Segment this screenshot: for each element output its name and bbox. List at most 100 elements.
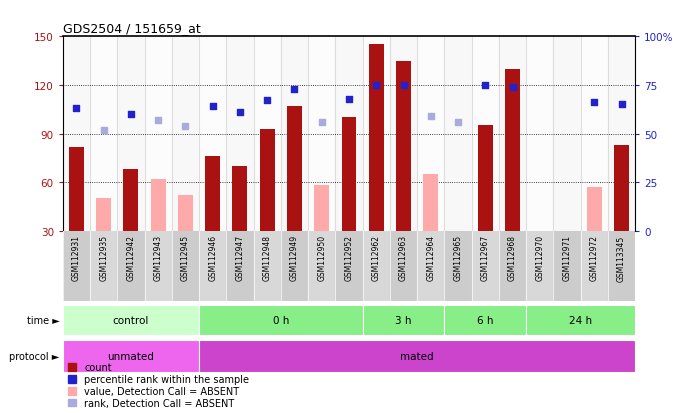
Bar [608,37,635,231]
Bar [396,62,411,231]
Point [588,100,600,107]
Text: GSM112968: GSM112968 [508,235,517,281]
Text: 3 h: 3 h [395,315,412,325]
Text: GSM112949: GSM112949 [290,235,299,281]
Point [452,119,463,126]
Text: GSM112945: GSM112945 [181,235,190,281]
Bar [172,231,199,301]
Bar [614,145,629,231]
FancyBboxPatch shape [199,340,635,372]
Point [180,123,191,130]
Bar [363,231,390,301]
FancyBboxPatch shape [363,305,445,335]
Text: GSM112942: GSM112942 [126,235,135,281]
Bar [341,118,357,231]
Text: GSM112971: GSM112971 [563,235,572,281]
Text: control: control [113,315,149,325]
Bar [560,231,574,247]
Bar [417,37,445,231]
Point [371,83,382,89]
Bar [335,37,363,231]
Bar [63,231,90,301]
FancyBboxPatch shape [199,305,363,335]
Bar [205,157,220,231]
Point [398,83,409,89]
Text: GSM112931: GSM112931 [72,235,81,281]
Bar [96,199,111,231]
Text: GSM112964: GSM112964 [426,235,436,281]
Bar [445,37,472,231]
Bar [450,231,466,247]
Text: 24 h: 24 h [569,315,592,325]
FancyBboxPatch shape [445,305,526,335]
Text: GSM112963: GSM112963 [399,235,408,281]
Point [425,114,436,120]
Point [153,117,164,124]
Text: mated: mated [401,351,434,361]
Bar [199,37,226,231]
Point [207,104,218,110]
Bar [477,126,493,231]
Bar [314,186,329,231]
Text: GSM112952: GSM112952 [345,235,353,281]
Text: GSM112948: GSM112948 [262,235,272,281]
Point [480,83,491,89]
Point [289,86,300,93]
Text: GSM112935: GSM112935 [99,235,108,281]
Text: GSM112972: GSM112972 [590,235,599,281]
Bar [172,37,199,231]
Text: GSM112947: GSM112947 [235,235,244,281]
Text: GSM112970: GSM112970 [535,235,544,281]
Bar [533,231,547,244]
Bar [417,231,445,301]
Bar [226,231,253,301]
Text: GDS2504 / 151659_at: GDS2504 / 151659_at [63,21,200,35]
Bar [526,231,554,301]
Text: GSM112946: GSM112946 [208,235,217,281]
Text: protocol ►: protocol ► [9,351,59,361]
Text: unmated: unmated [107,351,154,361]
Bar [144,231,172,301]
Point [507,84,518,91]
Text: 0 h: 0 h [273,315,289,325]
Bar [308,37,335,231]
Point [616,102,627,109]
Bar [608,231,635,301]
Point [98,127,110,134]
Bar [472,231,499,301]
Text: time ►: time ► [27,315,59,325]
Bar [363,37,390,231]
Bar [390,37,417,231]
Bar [499,231,526,301]
Point [235,109,246,116]
Point [316,119,327,126]
Text: GSM112965: GSM112965 [454,235,463,281]
Point [126,112,137,118]
Bar [423,175,438,231]
Text: GSM112950: GSM112950 [318,235,326,281]
Bar [151,180,165,231]
Bar [581,37,608,231]
Bar [260,129,275,231]
Bar [232,166,248,231]
Bar [472,37,499,231]
Bar [526,37,554,231]
Text: GSM112967: GSM112967 [481,235,490,281]
Bar [253,37,281,231]
Bar [369,45,384,231]
FancyBboxPatch shape [63,340,199,372]
Text: 6 h: 6 h [477,315,493,325]
Text: GSM113345: GSM113345 [617,235,626,281]
Bar [144,37,172,231]
Point [71,106,82,112]
Bar [554,231,581,301]
Bar [117,231,144,301]
Bar [178,196,193,231]
FancyBboxPatch shape [63,305,199,335]
Bar [445,231,472,301]
Bar [554,37,581,231]
Bar [499,37,526,231]
Bar [587,188,602,231]
Bar [63,37,90,231]
Bar [505,69,520,231]
